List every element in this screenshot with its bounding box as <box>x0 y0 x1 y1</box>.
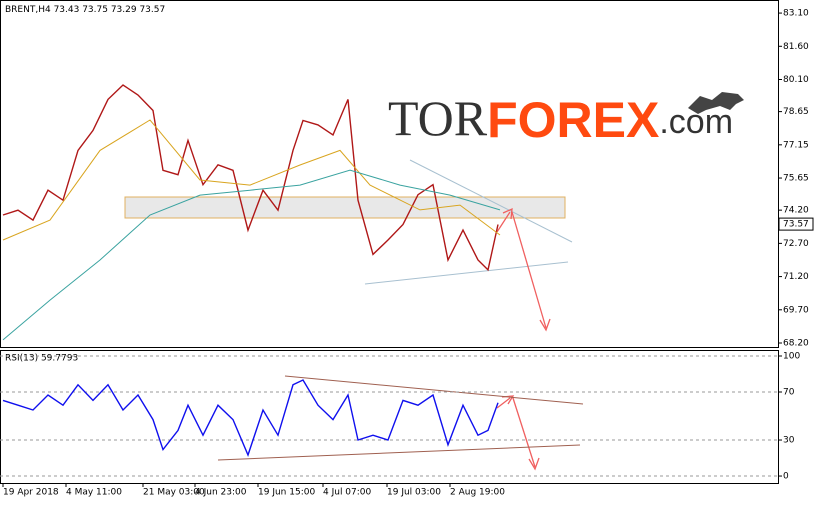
forecast-arrows <box>496 207 551 471</box>
trend-line <box>364 261 569 285</box>
y-tick-label: 69.70 <box>783 305 809 315</box>
y-tick-label: 71.20 <box>783 272 809 282</box>
logo: TORFOREX.com <box>388 90 733 148</box>
y-tick-label: 0 <box>783 472 789 482</box>
arrow-head <box>539 318 551 332</box>
y-tick-label: 70 <box>783 388 795 398</box>
x-tick-label: 19 Jul 03:00 <box>387 488 441 498</box>
logo-main: FOREX <box>487 92 659 148</box>
x-tick-label: 2 Aug 19:00 <box>450 488 505 498</box>
x-tick-label: 4 Jul 07:00 <box>323 488 372 498</box>
symbol: BRENT,H4 <box>5 5 51 15</box>
ohlc: 73.43 73.75 73.29 73.57 <box>54 5 166 15</box>
trend-line <box>409 159 573 243</box>
x-tick-label: 19 Apr 2018 <box>3 488 59 498</box>
arrow-head <box>502 207 513 220</box>
chart-title: BRENT,H4 73.43 73.75 73.29 73.57 <box>5 5 165 15</box>
y-tick-label: 80.10 <box>783 75 809 85</box>
y-tick-label: 30 <box>783 436 795 446</box>
y-tick-label: 72.70 <box>783 239 809 249</box>
arrow <box>511 211 547 329</box>
x-tick-label: 4 May 11:00 <box>66 488 122 498</box>
price-panel <box>0 0 779 348</box>
arrow <box>512 397 536 468</box>
series-line <box>2 169 501 341</box>
last-price-label: 73.57 <box>783 220 809 230</box>
rsi-title: RSI(13) 59.7793 <box>5 354 78 364</box>
rsi-trend-line <box>284 375 584 405</box>
y-tick-label: 74.20 <box>783 206 809 216</box>
y-tick-label: 100 <box>783 352 800 362</box>
series-line <box>2 84 499 272</box>
arrow <box>496 211 511 233</box>
y-tick-label: 78.65 <box>783 107 809 117</box>
y-tick-label: 83.10 <box>783 9 809 19</box>
x-tick-label: 21 May 03:00 <box>143 488 205 498</box>
x-tick-label: 19 Jun 15:00 <box>258 488 315 498</box>
arrow <box>496 397 511 409</box>
y-tick-label: 75.65 <box>783 174 809 184</box>
y-tick-label: 68.20 <box>783 339 809 349</box>
x-tick-label: 4 Jun 23:00 <box>195 488 247 498</box>
last-price-box <box>778 217 814 231</box>
watermark: TORFOREX.com <box>388 90 744 148</box>
rsi-trend-line <box>217 444 581 461</box>
arrow-head <box>528 457 540 471</box>
logo-prefix: TOR <box>388 90 488 146</box>
resistance-zone <box>124 196 566 219</box>
bull-icon <box>688 92 744 114</box>
series-line <box>2 379 499 457</box>
series-line <box>2 119 501 241</box>
y-tick-label: 77.15 <box>783 140 809 150</box>
rsi-panel <box>0 350 779 484</box>
y-tick-label: 81.60 <box>783 42 809 52</box>
